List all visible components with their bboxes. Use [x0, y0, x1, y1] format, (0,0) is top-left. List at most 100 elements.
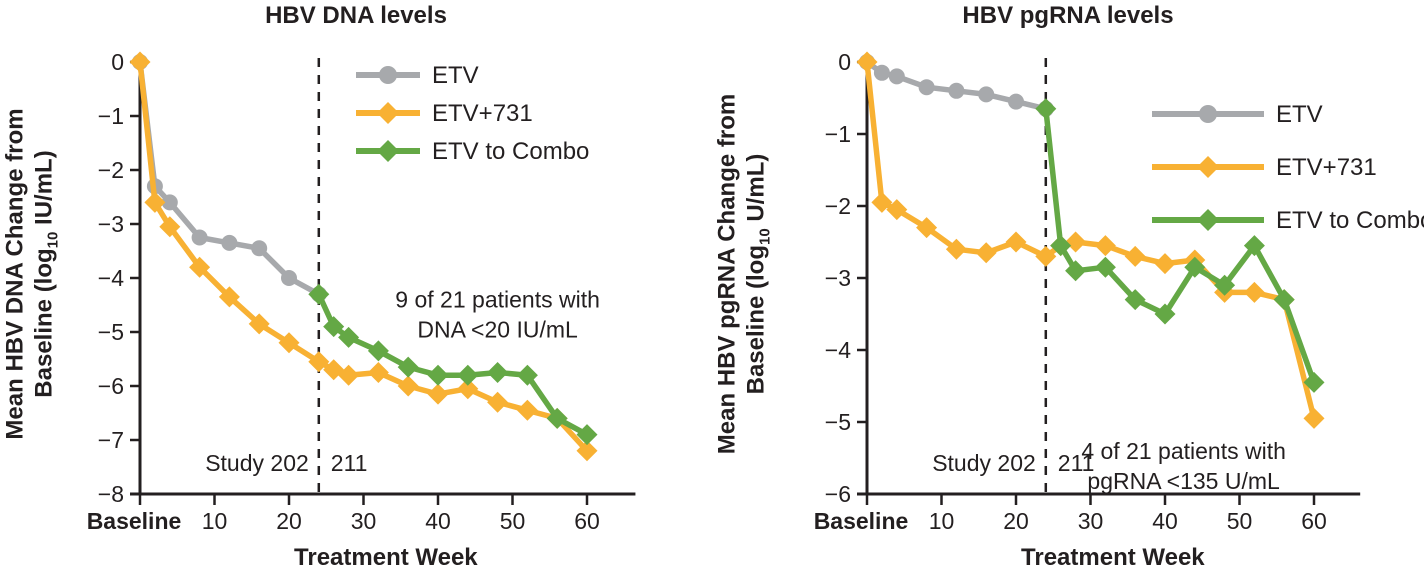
data-point-etv-to-combo [427, 364, 449, 386]
data-point-etv-to-combo [338, 326, 360, 348]
data-point-etv [918, 79, 935, 96]
x-tick-label: 60 [574, 508, 600, 534]
data-point-etv-731 [397, 375, 419, 397]
x-tick-label: 40 [1152, 508, 1178, 534]
data-point-etv-731 [886, 199, 908, 221]
y-label-line2-post: IU/mL) [30, 150, 58, 232]
y-label-line2-post: U/mL) [742, 153, 770, 229]
legend-label-etv-to-combo: ETV to Combo [432, 138, 589, 165]
y-tick-label: 0 [111, 49, 124, 75]
x-tick-label: 30 [351, 508, 377, 534]
y-tick-label: −1 [825, 121, 851, 147]
annotation-text: DNA <20 IU/mL [417, 317, 578, 343]
data-point-etv-731 [576, 440, 598, 462]
x-tick-label: Baseline [814, 508, 909, 534]
data-point-etv-731 [338, 364, 360, 386]
data-point-etv-731 [427, 383, 449, 405]
data-point-etv-731 [248, 313, 270, 335]
x-axis-title: Treatment Week [294, 544, 478, 571]
data-point-etv-731 [144, 191, 166, 213]
study-202-label: Study 202 [932, 450, 1036, 476]
legend-marker-etv-to-combo [377, 140, 399, 162]
data-point-etv-to-combo [576, 424, 598, 446]
y-tick-label: −1 [98, 103, 124, 129]
annotation-text: 4 of 21 patients with [1081, 438, 1286, 464]
data-point-etv-to-combo [1184, 256, 1206, 278]
data-point-etv [1008, 93, 1024, 110]
x-tick-label: 40 [425, 508, 451, 534]
data-point-etv [161, 194, 178, 211]
legend-label-etv-731: ETV+731 [432, 100, 533, 127]
data-point-etv-to-combo [397, 356, 419, 378]
y-tick-label: −8 [98, 481, 124, 507]
data-point-etv [888, 68, 905, 85]
data-point-etv [948, 82, 965, 99]
data-point-etv-to-combo [516, 364, 538, 386]
x-axis-title: Treatment Week [1021, 544, 1205, 571]
data-point-etv-731 [457, 378, 479, 400]
y-tick-label: −6 [98, 373, 124, 399]
y-label-line2-pre: Baseline (log [30, 248, 58, 398]
data-point-etv-731 [856, 51, 878, 73]
data-point-etv [978, 86, 995, 103]
x-tick-label: 50 [500, 508, 526, 534]
data-point-etv-731 [367, 362, 389, 383]
data-point-etv-731 [1154, 253, 1176, 275]
y-tick-label: 0 [838, 49, 851, 75]
legend-marker-etv-to-combo [1197, 209, 1219, 231]
data-point-etv-to-combo [457, 364, 479, 386]
x-tick-label: 20 [276, 508, 302, 534]
data-point-etv-731 [916, 217, 938, 239]
data-point-etv-731 [1035, 245, 1057, 267]
log-subscript: 10 [756, 228, 774, 245]
chart-panel-hbv-dna: 0 −1 −2 −3 −4 −5 −6 −7 −8 Baseline 10 20 30 40 50 60 Tre… [1, 2, 636, 571]
x-tick-label: Baseline [87, 508, 182, 534]
y-tick-label: −2 [825, 193, 851, 219]
y-label-line2-pre: Baseline (log [742, 245, 770, 395]
data-point-etv-731 [1005, 231, 1027, 253]
data-point-etv [191, 229, 208, 246]
data-point-etv-731 [278, 332, 300, 354]
data-point-etv [281, 270, 297, 286]
data-point-etv-to-combo [308, 283, 330, 305]
y-tick-label: −6 [825, 481, 851, 507]
data-point-etv-to-combo [367, 340, 389, 362]
study-211-label: 211 [1058, 450, 1095, 476]
data-point-etv-731 [1303, 407, 1325, 429]
data-point-etv-731 [516, 399, 538, 421]
data-point-etv-to-combo [1303, 371, 1325, 393]
annotation-text: 9 of 21 patients with [395, 287, 600, 313]
y-tick-label: −5 [98, 319, 124, 345]
data-point-etv-to-combo [1094, 256, 1116, 278]
chart-title-pgrna: HBV pgRNA levels [962, 2, 1174, 29]
data-point-etv-731 [218, 286, 240, 308]
data-point-etv-731 [1124, 245, 1146, 267]
data-point-etv-731 [308, 351, 330, 373]
data-point-etv [873, 64, 890, 81]
x-tick-label: 20 [1003, 508, 1029, 534]
data-point-etv-731 [189, 256, 211, 278]
legend-label-etv-731: ETV+731 [1276, 154, 1377, 181]
y-axis-label-dna: Mean HBV DNA Change from Baseline (log10… [1, 108, 68, 439]
data-point-etv-731 [159, 216, 181, 238]
series-line-etv [137, 61, 321, 297]
data-point-etv-to-combo [1065, 260, 1087, 282]
chart-title-dna: HBV DNA levels [265, 2, 447, 29]
data-point-etv-731 [1094, 235, 1116, 257]
y-label-line1: Mean HBV DNA Change from [1, 108, 29, 440]
log-subscript: 10 [44, 231, 62, 249]
x-tick-label: 10 [202, 508, 228, 534]
annotation-text: pgRNA <135 U/mL [1087, 468, 1280, 494]
data-point-etv-to-combo [1214, 274, 1236, 296]
y-tick-label: −5 [825, 409, 851, 435]
data-point-etv-to-combo [1124, 289, 1146, 311]
y-label-line1: Mean HBV pgRNA Change from [713, 93, 741, 455]
data-point-etv-731 [871, 191, 893, 213]
study-211-label: 211 [331, 450, 368, 476]
data-point-etv-731 [487, 391, 509, 413]
data-point-etv-731 [975, 242, 997, 264]
legend-marker-etv-731 [377, 102, 399, 124]
y-tick-label: −7 [98, 427, 124, 453]
y-tick-label: −4 [98, 265, 124, 291]
